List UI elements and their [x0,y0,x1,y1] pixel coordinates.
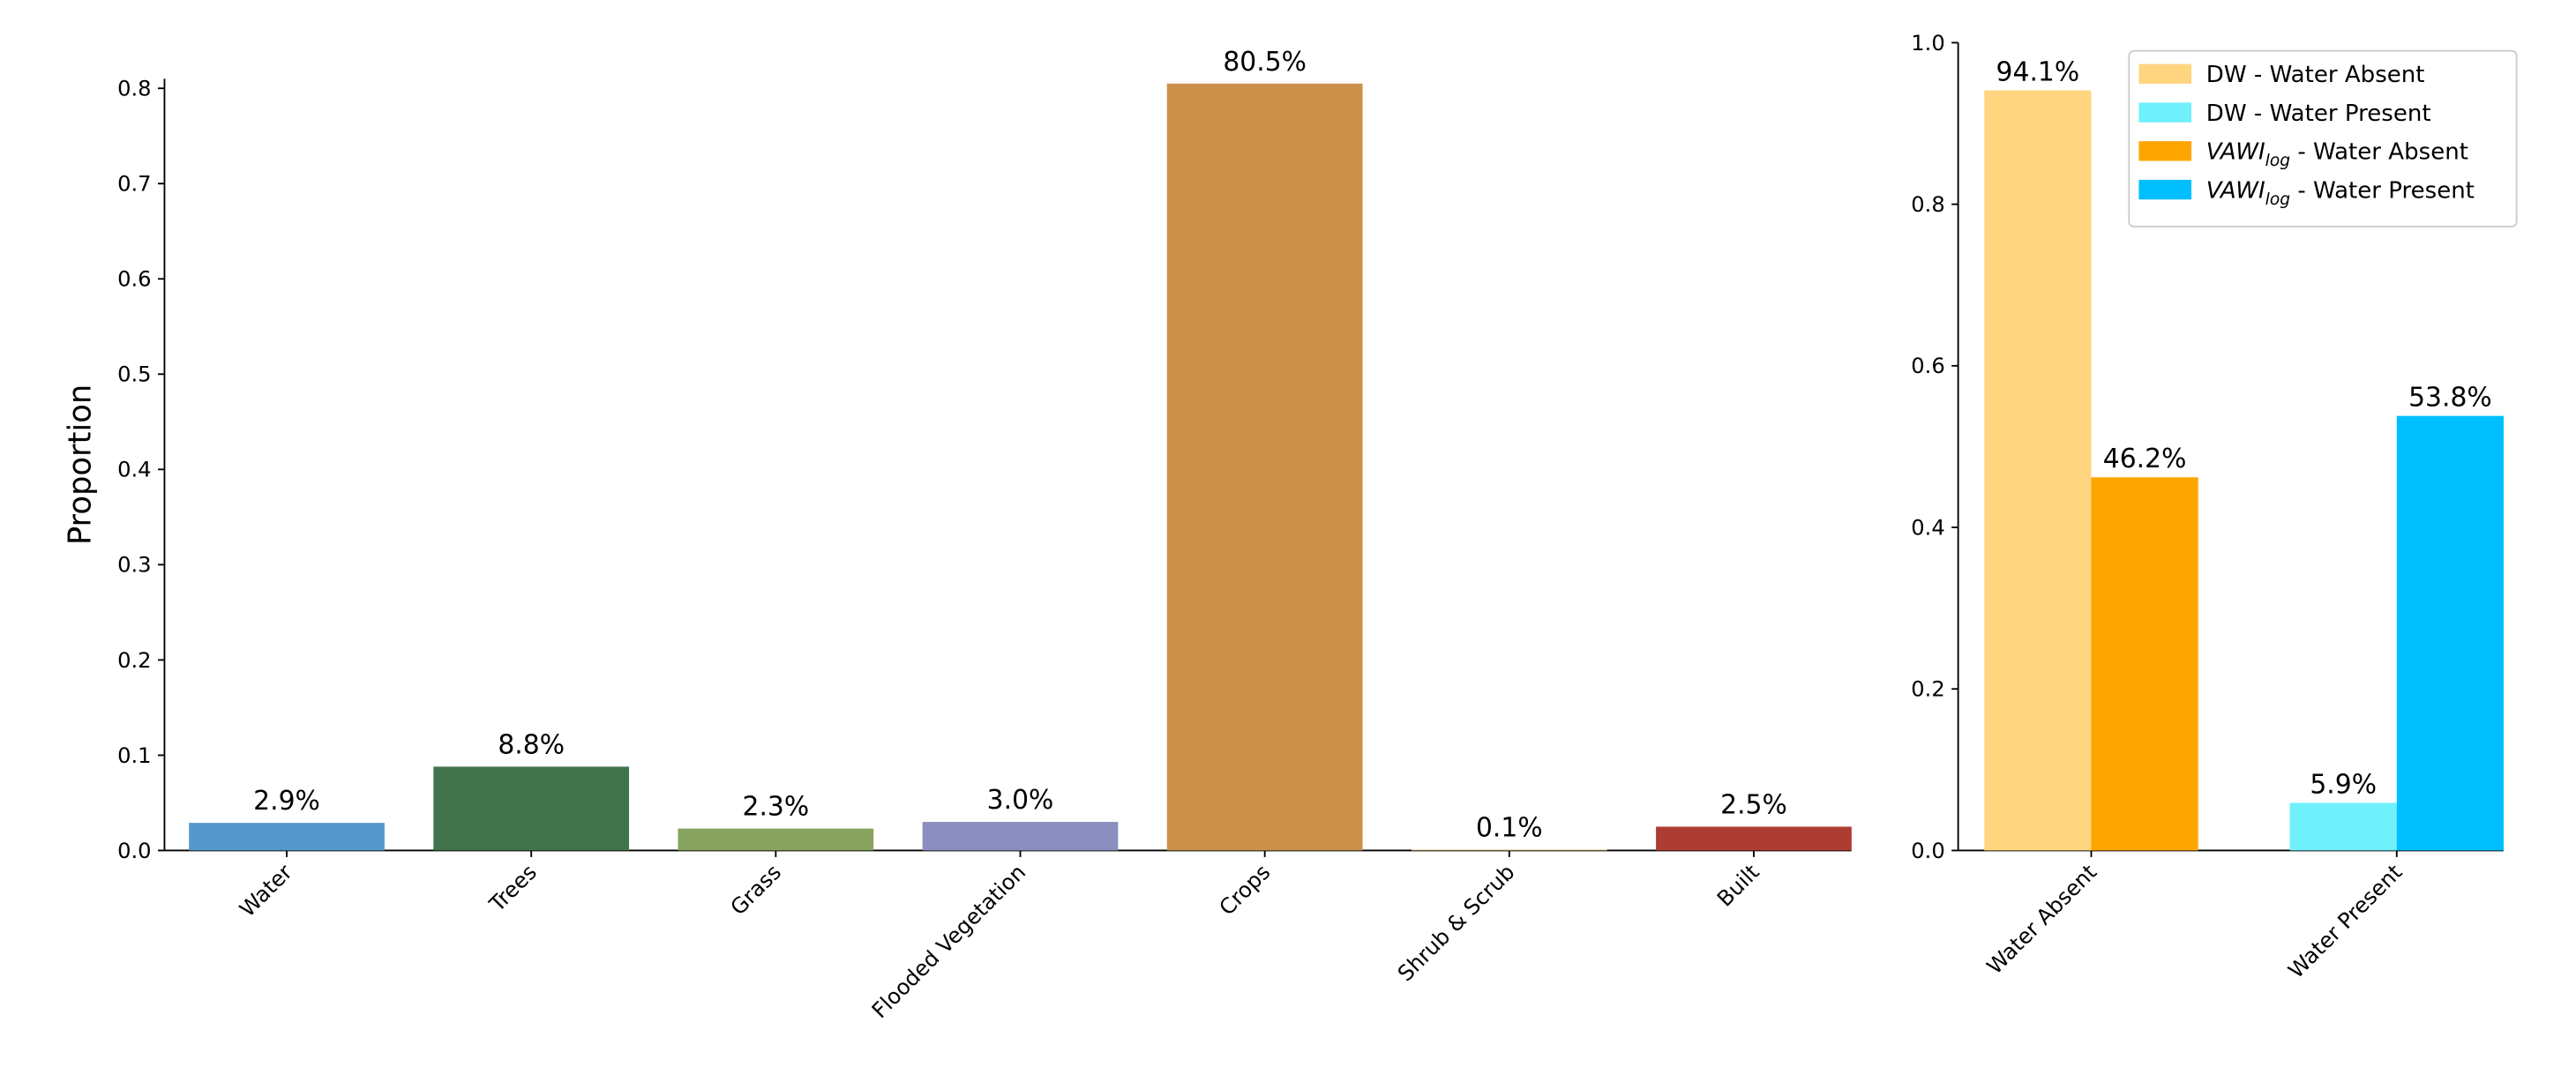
value-label: 53.8% [2408,382,2492,413]
x-tick-label: Grass [726,860,786,920]
value-label: 2.3% [743,792,810,823]
bar [1656,826,1852,851]
y-tick-label: 0.1 [117,743,151,768]
value-label: 3.0% [987,785,1054,816]
x-tick-label: Built [1712,860,1764,912]
value-label: 94.1% [1996,56,2080,87]
y-tick-label: 0.8 [1911,192,1944,217]
value-label: 5.9% [2310,769,2377,800]
bar [1984,90,2092,851]
legend-swatch [2138,102,2192,123]
x-tick-label: Water Absent [1982,860,2101,979]
y-tick-label: 0.8 [117,77,151,101]
bar [2396,415,2505,851]
bar [189,823,385,851]
x-tick-label: Water [235,860,296,922]
bar [433,766,630,851]
y-tick-label: 0.2 [117,648,151,673]
bar [922,822,1119,851]
x-tick-label: Trees [484,860,542,917]
legend-label: DW - Water Present [2206,101,2431,127]
y-tick-label: 0.6 [1911,354,1944,378]
value-label: 8.8% [498,730,565,761]
y-tick-label: 0.6 [117,267,151,292]
y-tick-label: 0.0 [1911,839,1944,863]
value-label: 2.9% [253,786,320,817]
legend: DW - Water Absent DW - Water Present VAWIl… [2128,49,2518,228]
x-tick-label: Water Present [2284,860,2408,983]
y-tick-label: 0.3 [117,553,151,578]
legend-swatch [2138,141,2192,161]
y-tick-label: 0.2 [1911,677,1944,702]
y-tick-label: 0.7 [117,172,151,197]
legend-frame [2128,49,2518,228]
bar [1166,83,1363,851]
value-label: 46.2% [2103,444,2187,474]
bar [2289,802,2397,851]
y-tick-label: 0.5 [117,362,151,387]
legend-swatch [2138,179,2192,200]
y-tick-label: 0.4 [117,458,151,482]
y-tick-label: 0.0 [117,839,151,863]
bar [1411,849,1607,851]
x-tick-label: Crops [1215,860,1276,921]
bar [2091,477,2198,851]
x-tick-label: Shrub & Scrub [1393,860,1519,986]
y-tick-label: 0.4 [1911,515,1944,540]
value-label: 80.5% [1223,47,1307,78]
x-tick-label: Flooded Vegetation [867,860,1030,1023]
legend-label: VAWIlog - Water Absent [2206,139,2468,170]
legend-swatch [2138,63,2192,84]
legend-label: VAWIlog - Water Present [2206,177,2475,208]
bar [678,828,874,851]
value-label: 2.5% [1720,790,1787,821]
y-axis-label: Proportion [63,384,99,545]
value-label: 0.1% [1476,812,1543,843]
y-tick-label: 1.0 [1911,31,1944,56]
legend-label: DW - Water Absent [2206,62,2425,88]
